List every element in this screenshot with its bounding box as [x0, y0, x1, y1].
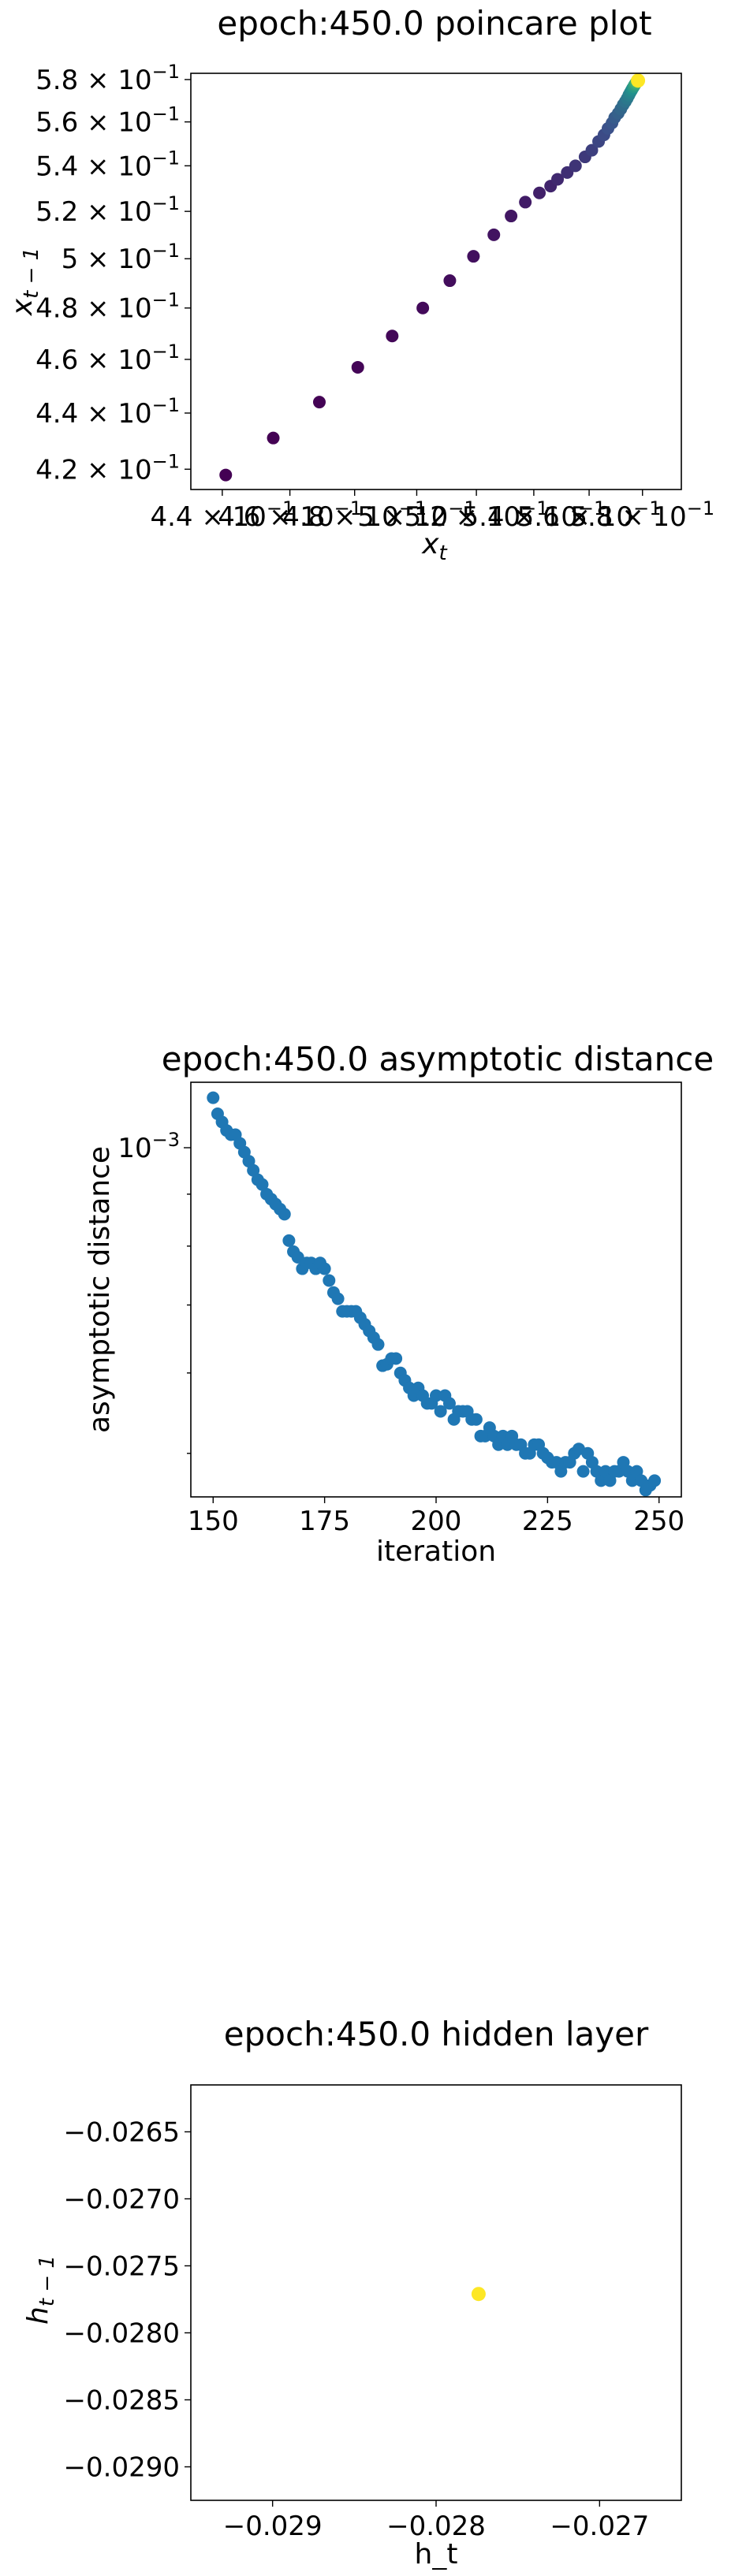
x-tick-label: 250 [633, 1506, 684, 1537]
plot-frame [190, 73, 682, 490]
x-tick-label: 4.8 × 10−1 [282, 497, 427, 533]
hidden-layer-chart: epoch:450.0 hidden layer −0.0265−0.0270−… [22, 2015, 682, 2570]
y-tick-label: 5.4 × 10−1 [35, 147, 180, 182]
poincare-plot-chart: epoch:450.0 poincare plot 4.2 × 10−1 4.4 … [6, 4, 714, 565]
data-point [443, 274, 457, 288]
data-point [351, 360, 364, 374]
data-point [278, 1208, 291, 1221]
y-tick-label: 4.2 × 10−1 [35, 450, 180, 486]
data-points [471, 2287, 486, 2302]
y-tick-label: 4.4 × 10−1 [35, 394, 180, 430]
y-axis-label: ht − 1 [22, 2255, 59, 2325]
x-tick-label: 5.2 × 10−1 [405, 497, 549, 533]
data-point [648, 1474, 662, 1487]
data-point [386, 329, 399, 343]
x-axis-ticks: 150 175 200 225 250 [188, 1497, 684, 1537]
data-point [551, 173, 565, 186]
data-point [467, 250, 480, 263]
data-point [371, 1338, 385, 1351]
x-tick-label: 5.8 × 10−1 [570, 497, 714, 533]
x-tick-label: 225 [522, 1506, 573, 1537]
y-tick-label: −0.0265 [64, 2117, 180, 2149]
y-tick-label: 5.2 × 10−1 [35, 192, 180, 228]
x-axis-label: h_t [415, 2538, 458, 2570]
data-point [442, 1397, 456, 1410]
y-tick-label: 5.8 × 10−1 [35, 61, 180, 96]
data-point [207, 1091, 220, 1104]
data-point [471, 2287, 486, 2302]
y-axis-label: xt − 1 [6, 248, 43, 316]
y-tick-label: 4.6 × 10−1 [35, 341, 180, 376]
data-point [219, 468, 233, 482]
y-tick-label: −0.0280 [64, 2318, 180, 2350]
x-tick-label: −0.029 [223, 2511, 323, 2542]
x-tick-label: 4.4 × 10−1 [150, 497, 294, 533]
data-point [487, 228, 501, 241]
y-axis-ticks: −0.0265 −0.0270 −0.0275 −0.0280 −0.0285 −0.02… [64, 2117, 191, 2484]
data-points [219, 73, 646, 482]
y-axis-ticks: 10−3 [117, 1129, 191, 1454]
chart-title: epoch:450.0 asymptotic distance [162, 1040, 714, 1078]
x-tick-label: −0.028 [386, 2511, 486, 2542]
y-tick-label: 5 × 10−1 [62, 240, 180, 275]
x-tick-label: 4.6 × 10−1 [218, 497, 362, 533]
x-axis-ticks: −0.029 −0.028 −0.027 [223, 2500, 649, 2542]
y-tick-label: 10−3 [117, 1129, 180, 1164]
x-axis-ticks: 4.4 × 10−14.6 × 10−14.8 × 10−15 × 10−15.… [150, 490, 714, 533]
chart-title: epoch:450.0 poincare plot [217, 4, 651, 43]
data-point [469, 1413, 483, 1426]
y-tick-label: −0.0270 [64, 2184, 180, 2216]
y-tick-label: 4.8 × 10−1 [35, 289, 180, 325]
data-point [331, 1292, 345, 1305]
data-point [390, 1352, 403, 1365]
chart-title: epoch:450.0 hidden layer [224, 2015, 649, 2053]
x-tick-label: 200 [411, 1506, 462, 1537]
data-point [318, 1262, 331, 1275]
data-point [631, 73, 646, 88]
data-point [569, 159, 582, 173]
plot-frame [190, 2084, 682, 2501]
y-tick-label: −0.0275 [64, 2251, 180, 2283]
x-axis-label: iteration [376, 1536, 496, 1568]
data-point [533, 186, 546, 199]
x-tick-label: 150 [188, 1506, 239, 1537]
data-point [576, 1465, 590, 1478]
data-point [256, 1178, 269, 1191]
x-tick-label: 175 [299, 1506, 350, 1537]
data-point [505, 210, 518, 223]
data-point [430, 1389, 442, 1402]
y-tick-label: −0.0290 [64, 2452, 180, 2484]
data-points [207, 1091, 662, 1497]
y-axis-ticks: 4.2 × 10−1 4.4 × 10−1 4.6 × 10−1 4.8 × 10−1… [35, 61, 191, 486]
y-tick-label: 5.6 × 10−1 [35, 103, 180, 139]
x-tick-label: 5.6 × 10−1 [517, 497, 662, 533]
data-point [434, 1405, 447, 1418]
y-axis-label: asymptotic distance [84, 1146, 116, 1433]
data-point [585, 143, 599, 157]
x-tick-label: 5.4 × 10−1 [461, 497, 606, 533]
x-tick-label: 5 × 10−1 [357, 497, 476, 533]
data-point [519, 195, 532, 209]
plot-frame [190, 1081, 682, 1498]
asymptotic-distance-chart: epoch:450.0 asymptotic distance 10−3 150… [84, 1040, 714, 1568]
x-tick-label: −0.027 [550, 2511, 649, 2542]
x-axis-label: xt [421, 528, 447, 565]
data-point [247, 1163, 260, 1177]
data-point [282, 1234, 296, 1247]
data-point [267, 431, 280, 445]
data-point [312, 396, 326, 409]
y-tick-label: −0.0285 [64, 2385, 180, 2417]
data-point [323, 1274, 336, 1287]
data-point [416, 301, 430, 315]
